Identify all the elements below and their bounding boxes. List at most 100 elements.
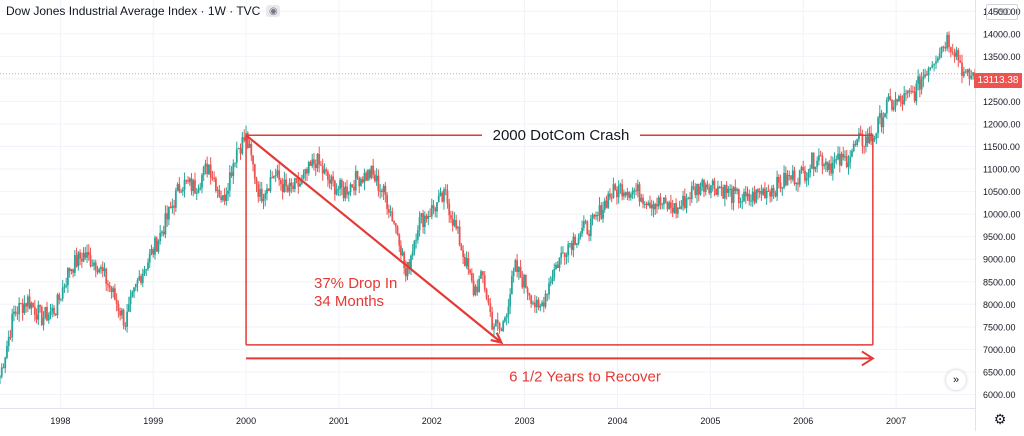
- candle-body: [896, 99, 899, 102]
- candle-body: [856, 139, 859, 145]
- candle-body: [368, 170, 371, 178]
- chevron-right-double-icon[interactable]: »: [946, 370, 966, 390]
- candle-body: [870, 133, 873, 142]
- candle-body: [230, 172, 233, 177]
- candle-body: [877, 117, 879, 134]
- candle-body: [908, 90, 911, 92]
- currency-selector[interactable]: USD: [986, 4, 1018, 20]
- candle-body: [912, 91, 914, 93]
- y-tick-label: 7500.00: [983, 322, 1016, 332]
- candle-body: [28, 296, 31, 309]
- candle-body: [309, 162, 312, 166]
- candle-body: [605, 200, 608, 208]
- candle-body: [845, 156, 848, 167]
- candle-body: [567, 244, 570, 256]
- candle-body: [892, 106, 895, 110]
- candle-body: [446, 190, 449, 204]
- candle-body: [624, 192, 627, 196]
- candle-body: [422, 213, 424, 228]
- candle-body: [774, 192, 777, 197]
- candle-body: [706, 184, 709, 188]
- candle-body: [866, 136, 869, 144]
- candle-body: [584, 221, 587, 223]
- candle-body: [246, 132, 249, 148]
- candle-body: [783, 172, 785, 188]
- candle-body: [483, 275, 486, 290]
- candle-body: [416, 230, 419, 240]
- candle-body: [134, 283, 137, 288]
- candle-body: [394, 223, 397, 227]
- candle-body: [11, 314, 14, 338]
- candle-body: [259, 188, 261, 197]
- candle-body: [819, 155, 822, 157]
- candle-body: [750, 200, 752, 202]
- candle-body: [807, 172, 810, 179]
- candle-body: [858, 133, 860, 140]
- candle-body: [365, 172, 368, 181]
- candle-body: [248, 144, 251, 148]
- candle-body: [316, 153, 319, 169]
- candle-body: [831, 162, 834, 174]
- candle-body: [344, 186, 347, 199]
- candle-body: [202, 166, 205, 176]
- candle-body: [133, 287, 135, 292]
- candle-body: [541, 302, 543, 307]
- candle-body: [910, 91, 913, 93]
- candle-body: [174, 190, 177, 208]
- candle-body: [278, 170, 281, 180]
- candle-body: [180, 191, 182, 193]
- candle-body: [546, 293, 549, 295]
- candle-body: [119, 311, 122, 316]
- candle-body: [757, 189, 759, 193]
- eye-icon[interactable]: ◉: [266, 5, 281, 17]
- candle-body: [243, 137, 246, 141]
- candle-body: [415, 239, 418, 241]
- candle-body: [544, 293, 547, 307]
- candle-body: [629, 194, 632, 198]
- candle-body: [110, 287, 113, 292]
- candle-body: [79, 252, 81, 259]
- candle-body: [342, 187, 345, 199]
- candle-body: [673, 203, 676, 213]
- candle-body: [481, 271, 484, 276]
- candle-body: [53, 307, 55, 315]
- candle-body: [560, 252, 563, 258]
- candle-body: [851, 150, 853, 157]
- candle-body: [852, 143, 855, 151]
- candle-body: [970, 75, 973, 79]
- candle-body: [553, 268, 556, 278]
- candle-body: [652, 204, 655, 210]
- candle-body: [391, 211, 394, 222]
- candle-body: [281, 184, 284, 193]
- candle-body: [701, 179, 704, 187]
- candle-body: [183, 179, 186, 190]
- candle-body: [899, 96, 902, 101]
- candle-body: [929, 67, 932, 69]
- candle-body: [148, 253, 151, 263]
- candle-body: [410, 255, 412, 270]
- candle-body: [273, 175, 275, 178]
- candle-body: [439, 192, 442, 196]
- candle-body: [84, 252, 87, 258]
- gear-icon[interactable]: ⚙: [993, 411, 1007, 427]
- candle-body: [795, 182, 798, 185]
- candle-body: [835, 159, 838, 161]
- candle-body: [739, 202, 742, 204]
- candle-body: [953, 52, 956, 57]
- candle-body: [737, 189, 740, 203]
- candle-body: [678, 207, 681, 209]
- candle-body: [603, 200, 606, 210]
- candle-body: [361, 179, 364, 183]
- candle-body: [250, 144, 253, 156]
- y-tick-label: 6000.00: [983, 390, 1016, 400]
- candle-body: [680, 205, 683, 209]
- recover-arrow-head: [861, 350, 875, 367]
- candle-body: [141, 273, 144, 283]
- candle-body: [157, 241, 160, 252]
- candle-body: [136, 280, 139, 284]
- candle-body: [255, 178, 258, 185]
- candle-body: [551, 277, 554, 282]
- candle-body: [223, 195, 226, 202]
